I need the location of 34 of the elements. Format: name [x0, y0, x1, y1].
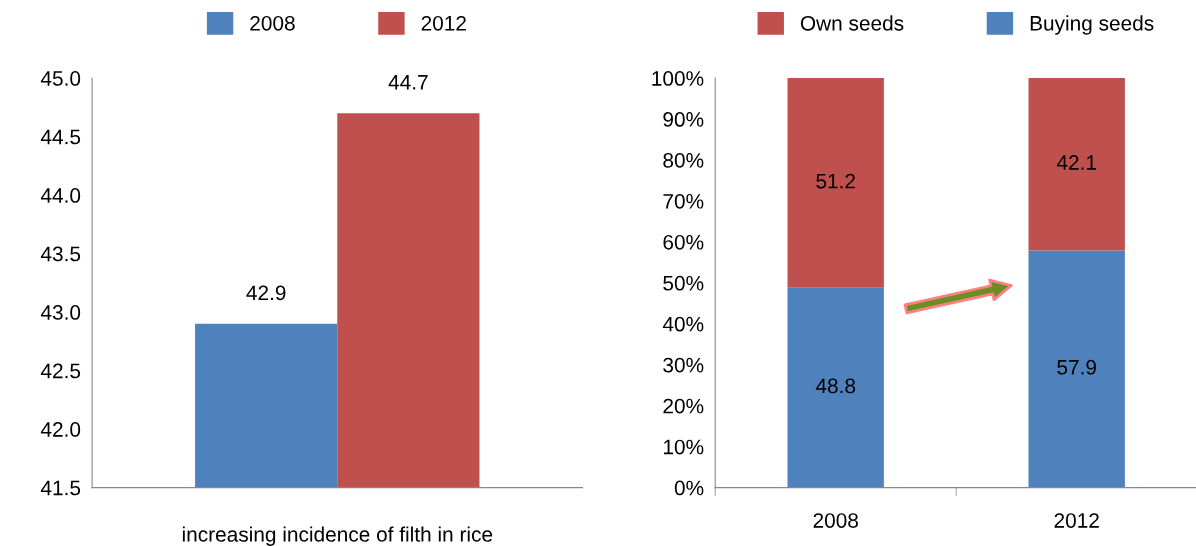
bar — [1028, 78, 1125, 251]
y-tick-label: 43.0 — [40, 305, 81, 320]
y-tick-label: 40% — [662, 316, 704, 332]
data-label: 42.1 — [1056, 155, 1096, 170]
y-tick-label: 80% — [663, 152, 704, 168]
y-tick-label: 50% — [663, 275, 704, 291]
bar — [1028, 250, 1125, 488]
data-label: 42.9 — [246, 285, 286, 301]
y-tick-label: 45.0 — [40, 71, 81, 86]
y-tick-label: 41.5 — [40, 480, 81, 496]
legend-label: 2008 — [250, 15, 295, 31]
y-tick-label: 30% — [663, 357, 704, 373]
data-label: 44.7 — [388, 75, 428, 90]
y-tick-label: 70% — [663, 193, 704, 209]
y-tick-label: 44.5 — [40, 129, 81, 145]
y-tick-label: 42.5 — [40, 363, 81, 379]
x-tick-label: increasing incidence of filth in rice — [182, 526, 493, 546]
legend-label: Own seeds — [800, 15, 904, 31]
data-label: 48.8 — [815, 378, 856, 394]
data-label: 51.2 — [816, 173, 855, 189]
y-tick-label: 20% — [663, 398, 704, 414]
y-tick-label: 44.0 — [40, 188, 81, 203]
bar — [787, 78, 884, 288]
bar — [787, 287, 884, 488]
y-tick-label: 90% — [663, 112, 704, 127]
y-tick-label: 0% — [674, 480, 704, 496]
y-tick-label: 100% — [652, 71, 704, 86]
legend-label: Buying seeds — [1030, 15, 1154, 35]
y-tick-label: 43.5 — [40, 246, 81, 262]
y-tick-label: 10% — [663, 439, 704, 455]
y-tick-label: 42.0 — [40, 422, 81, 437]
data-label: 57.9 — [1057, 359, 1096, 375]
legend-label: 2012 — [421, 15, 466, 31]
y-tick-label: 60% — [663, 234, 704, 250]
